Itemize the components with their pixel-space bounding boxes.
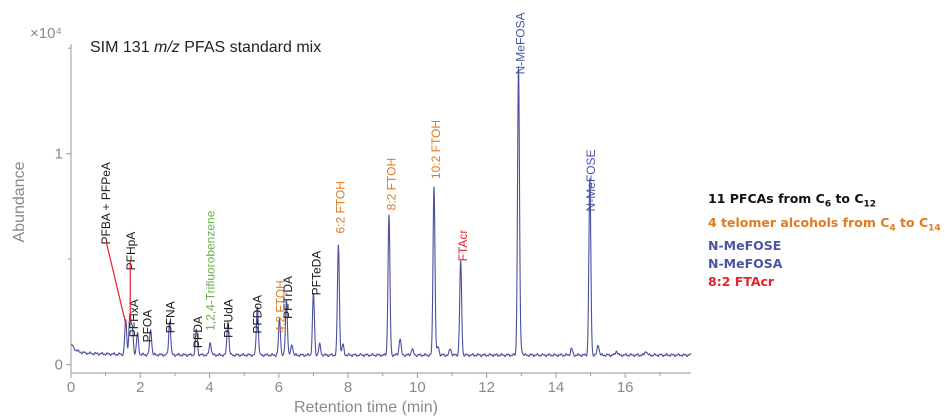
peak-label: PFHxA (127, 299, 141, 337)
chromatogram-trace-layer (71, 66, 692, 358)
x-axis-title: Retention time (min) (294, 399, 438, 416)
x-tick-label: 12 (478, 379, 495, 396)
y-tick-label: 0 (55, 357, 63, 374)
x-tick-label: 2 (136, 379, 144, 396)
peak-label: 4:2 FTOH (273, 280, 287, 332)
peak-label: 8:2 FTOH (385, 158, 399, 210)
legend-item: N-MeFOSE (708, 238, 782, 253)
peak-label: PFNA (164, 301, 178, 333)
x-tick-label: 16 (617, 379, 634, 396)
peak-label: FTAcr (456, 230, 470, 262)
chart-axes: 0 2 4 6 8 10 12 14 16 0 1 (55, 44, 691, 396)
y-tick-label: 1 (55, 146, 63, 163)
peak-label-layer: PFBA + PFPeA PFHpA PFHxA PFOA PFNA PFDA1,2,4-… (99, 12, 598, 348)
x-tick-label: 8 (344, 379, 352, 396)
legend-item: 11 PFCAs from C6 to C12 (708, 191, 877, 210)
chromatogram-trace (71, 66, 692, 358)
y-axis-multiplier: ×10⁴ (30, 25, 62, 42)
x-tick-label: 14 (548, 379, 565, 396)
x-tick-label: 6 (275, 379, 283, 396)
x-tick-label: 0 (67, 379, 75, 396)
peak-label: PFTrDA (281, 276, 295, 319)
x-tick-label: 4 (205, 379, 213, 396)
legend-item: 8:2 FTAcr (708, 274, 775, 289)
pfba-pfpea-leader-line (105, 242, 128, 327)
legend-item: N-MeFOSA (708, 256, 783, 271)
chart-legend: 11 PFCAs from C6 to C12 4 telomer alcohol… (708, 190, 941, 291)
peak-label: PFUdA (222, 299, 236, 338)
chart-title: SIM 131 m/z PFAS standard mix (90, 39, 321, 56)
peak-label: PFTeDA (309, 251, 323, 296)
peak-label: PFOA (141, 310, 155, 343)
peak-label: N-MeFOSA (514, 12, 528, 74)
peak-label: PFHpA (124, 232, 138, 271)
peak-label: PFBA + PFPeA (99, 162, 113, 244)
peak-label: PFDoA (251, 295, 265, 334)
peak-label: N-MeFOSE (584, 149, 598, 211)
x-tick-label: 10 (409, 379, 426, 396)
y-axis-title: Abundance (11, 161, 28, 242)
peak-label: 6:2 FTOH (334, 181, 348, 233)
peak-label: 1,2,4-Trifluorobenzene (203, 210, 217, 331)
peak-label: 10:2 FTOH (429, 120, 443, 179)
legend-item: 4 telomer alcohols from C4 to C14 (708, 214, 941, 234)
peak-label: PFDA (191, 316, 205, 348)
